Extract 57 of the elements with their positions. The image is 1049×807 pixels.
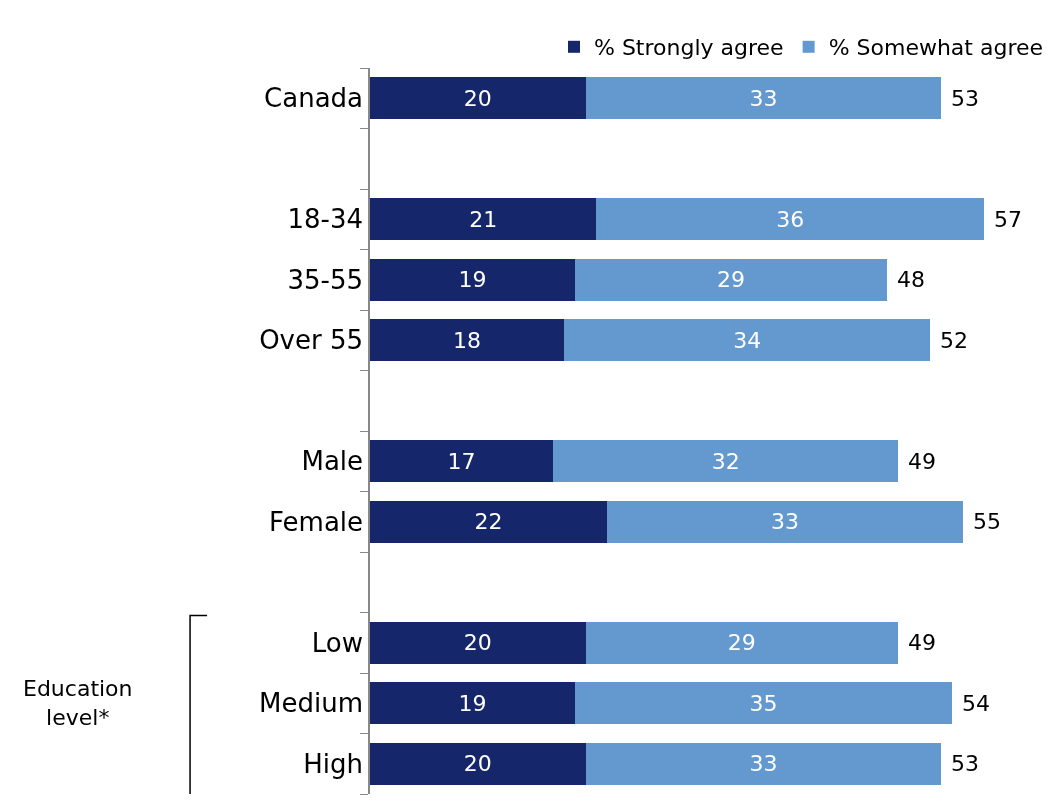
bar (370, 319, 564, 362)
y-tick-label: High (303, 748, 364, 779)
bar (585, 742, 942, 785)
data-label: 35 (749, 690, 778, 716)
bar (574, 258, 888, 301)
text: Education level* (23, 676, 133, 730)
total-label: 53 (951, 86, 979, 111)
total-label: 54 (962, 691, 990, 716)
y-tick-label: Over 55 (259, 325, 364, 356)
legend-label: % Strongly agree (594, 35, 784, 61)
y-tick-label: Canada (264, 83, 364, 114)
total-label: 53 (951, 751, 979, 776)
bar (574, 682, 952, 725)
bar (370, 682, 575, 725)
bar (370, 621, 586, 664)
data-label: 33 (749, 85, 778, 111)
data-label: 36 (776, 206, 805, 232)
y-tick-label: 18-34 (287, 204, 364, 235)
data-label: 17 (447, 448, 476, 474)
data-label: 33 (770, 509, 799, 535)
bar (370, 77, 586, 120)
data-label: 33 (749, 751, 778, 777)
data-label: 22 (474, 509, 503, 535)
total-label: 52 (940, 328, 968, 353)
y-tick-label: 35-55 (287, 264, 364, 295)
bar (607, 500, 963, 543)
total-label: 57 (994, 207, 1022, 232)
y-tick-label: Low (311, 627, 364, 658)
y-tick-label: Male (301, 446, 364, 477)
bar (370, 742, 586, 785)
bar (370, 258, 575, 301)
total-label: 49 (908, 630, 936, 655)
data-label: 18 (453, 327, 481, 353)
bar (370, 500, 608, 543)
bar (370, 198, 597, 241)
y-tick-label: Medium (259, 688, 364, 719)
total-label: 48 (897, 267, 925, 292)
y-tick-label: Female (269, 506, 364, 537)
data-label: 20 (463, 751, 492, 777)
data-label: 20 (463, 630, 492, 656)
data-label: 29 (717, 267, 746, 293)
bar (553, 440, 899, 483)
bar (596, 198, 985, 241)
data-label: 29 (727, 630, 756, 656)
data-label: 20 (463, 85, 492, 111)
legend-label: % Somewhat agree (828, 35, 1044, 61)
data-label: 19 (458, 690, 487, 716)
total-label: 49 (908, 449, 936, 474)
data-label: 19 (458, 267, 487, 293)
data-label: 21 (469, 206, 498, 232)
data-label: 32 (711, 448, 740, 474)
bar (564, 319, 931, 362)
data-label: 34 (733, 327, 762, 353)
bar (585, 621, 899, 664)
total-label: 55 (973, 509, 1001, 534)
bar (370, 440, 554, 483)
bar (585, 77, 942, 120)
